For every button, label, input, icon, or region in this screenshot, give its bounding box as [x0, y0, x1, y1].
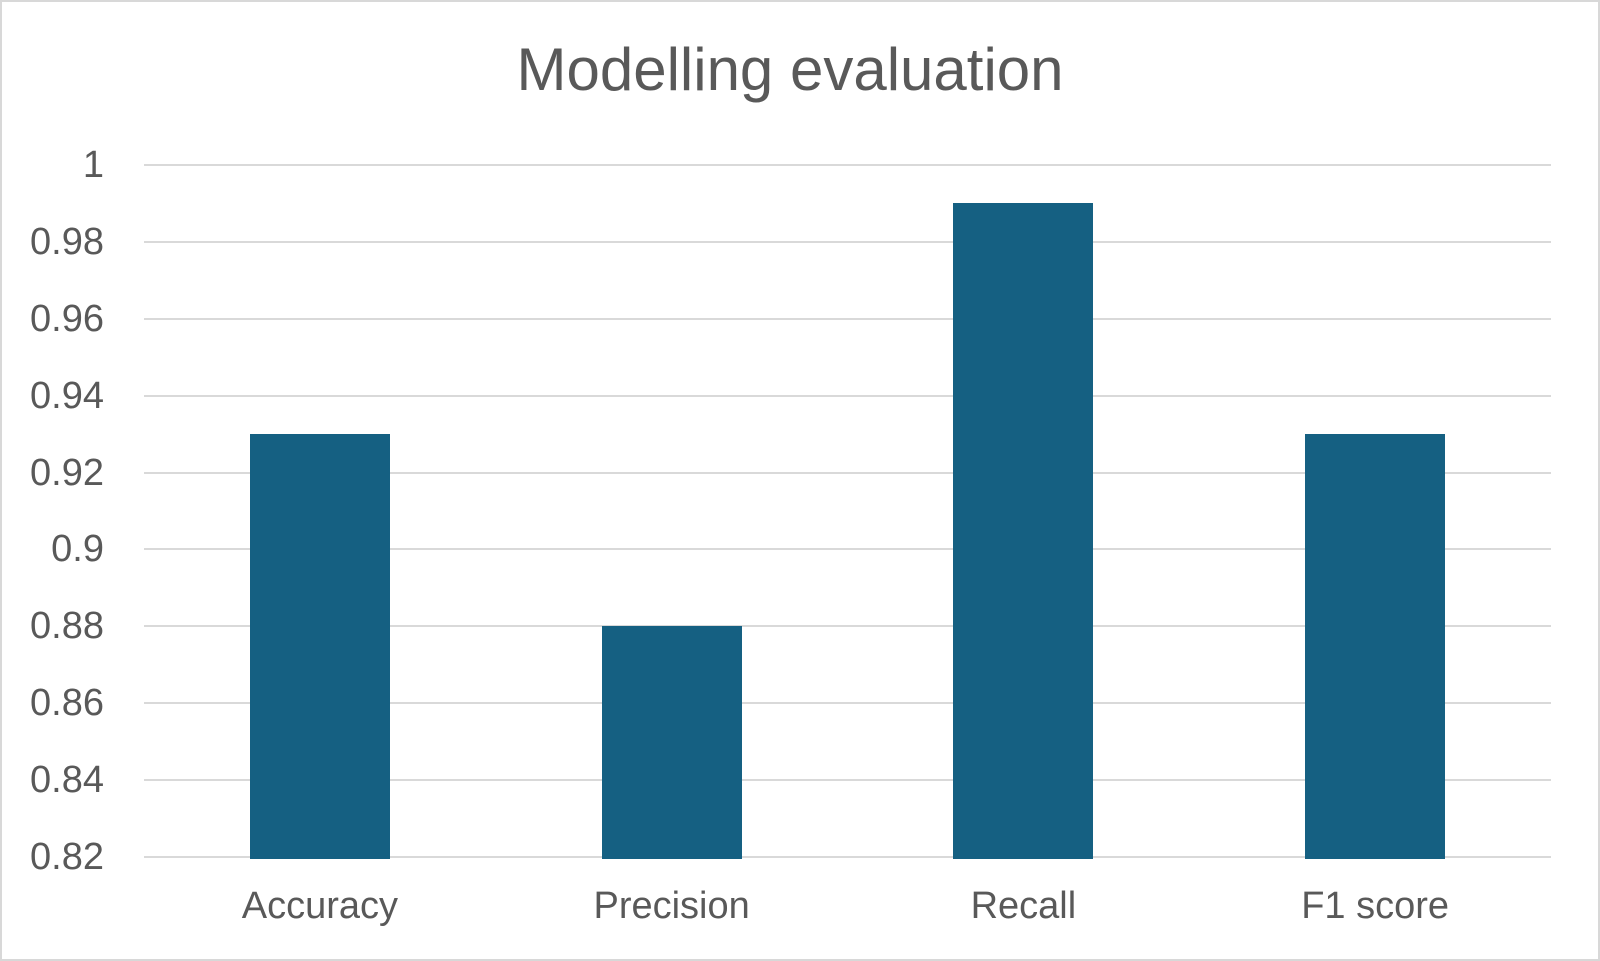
- y-tick-label: 0.9: [51, 528, 104, 571]
- y-tick-label: 0.94: [30, 374, 104, 417]
- y-tick-label: 1: [82, 144, 104, 186]
- gridline: [144, 548, 1551, 551]
- bar-recall: [953, 203, 1094, 859]
- gridline: [144, 317, 1551, 320]
- bar-f1-score: [1305, 434, 1446, 859]
- gridline: [144, 240, 1551, 243]
- gridline: [144, 856, 1551, 858]
- x-category-label: F1 score: [1301, 885, 1450, 927]
- gridline: [144, 625, 1551, 628]
- gridline: [144, 471, 1551, 474]
- gridline: [144, 702, 1551, 705]
- y-tick-label: 0.82: [30, 836, 104, 878]
- y-tick-label: 0.86: [30, 682, 104, 725]
- x-category-label: Recall: [970, 885, 1077, 927]
- y-tick-label: 0.98: [30, 220, 104, 263]
- y-tick-label: 0.92: [30, 451, 104, 494]
- bar-precision: [601, 626, 742, 859]
- bar-accuracy: [249, 434, 390, 859]
- x-category-label: Accuracy: [241, 885, 399, 927]
- y-tick-label: 0.96: [30, 297, 104, 340]
- y-tick-label: 0.84: [30, 759, 104, 802]
- gridline: [144, 164, 1551, 166]
- y-tick-label: 0.88: [30, 605, 104, 648]
- gridline: [144, 779, 1551, 782]
- chart-title: Modelling evaluation: [516, 36, 1064, 103]
- gridline: [144, 394, 1551, 397]
- x-category-label: Precision: [593, 885, 750, 927]
